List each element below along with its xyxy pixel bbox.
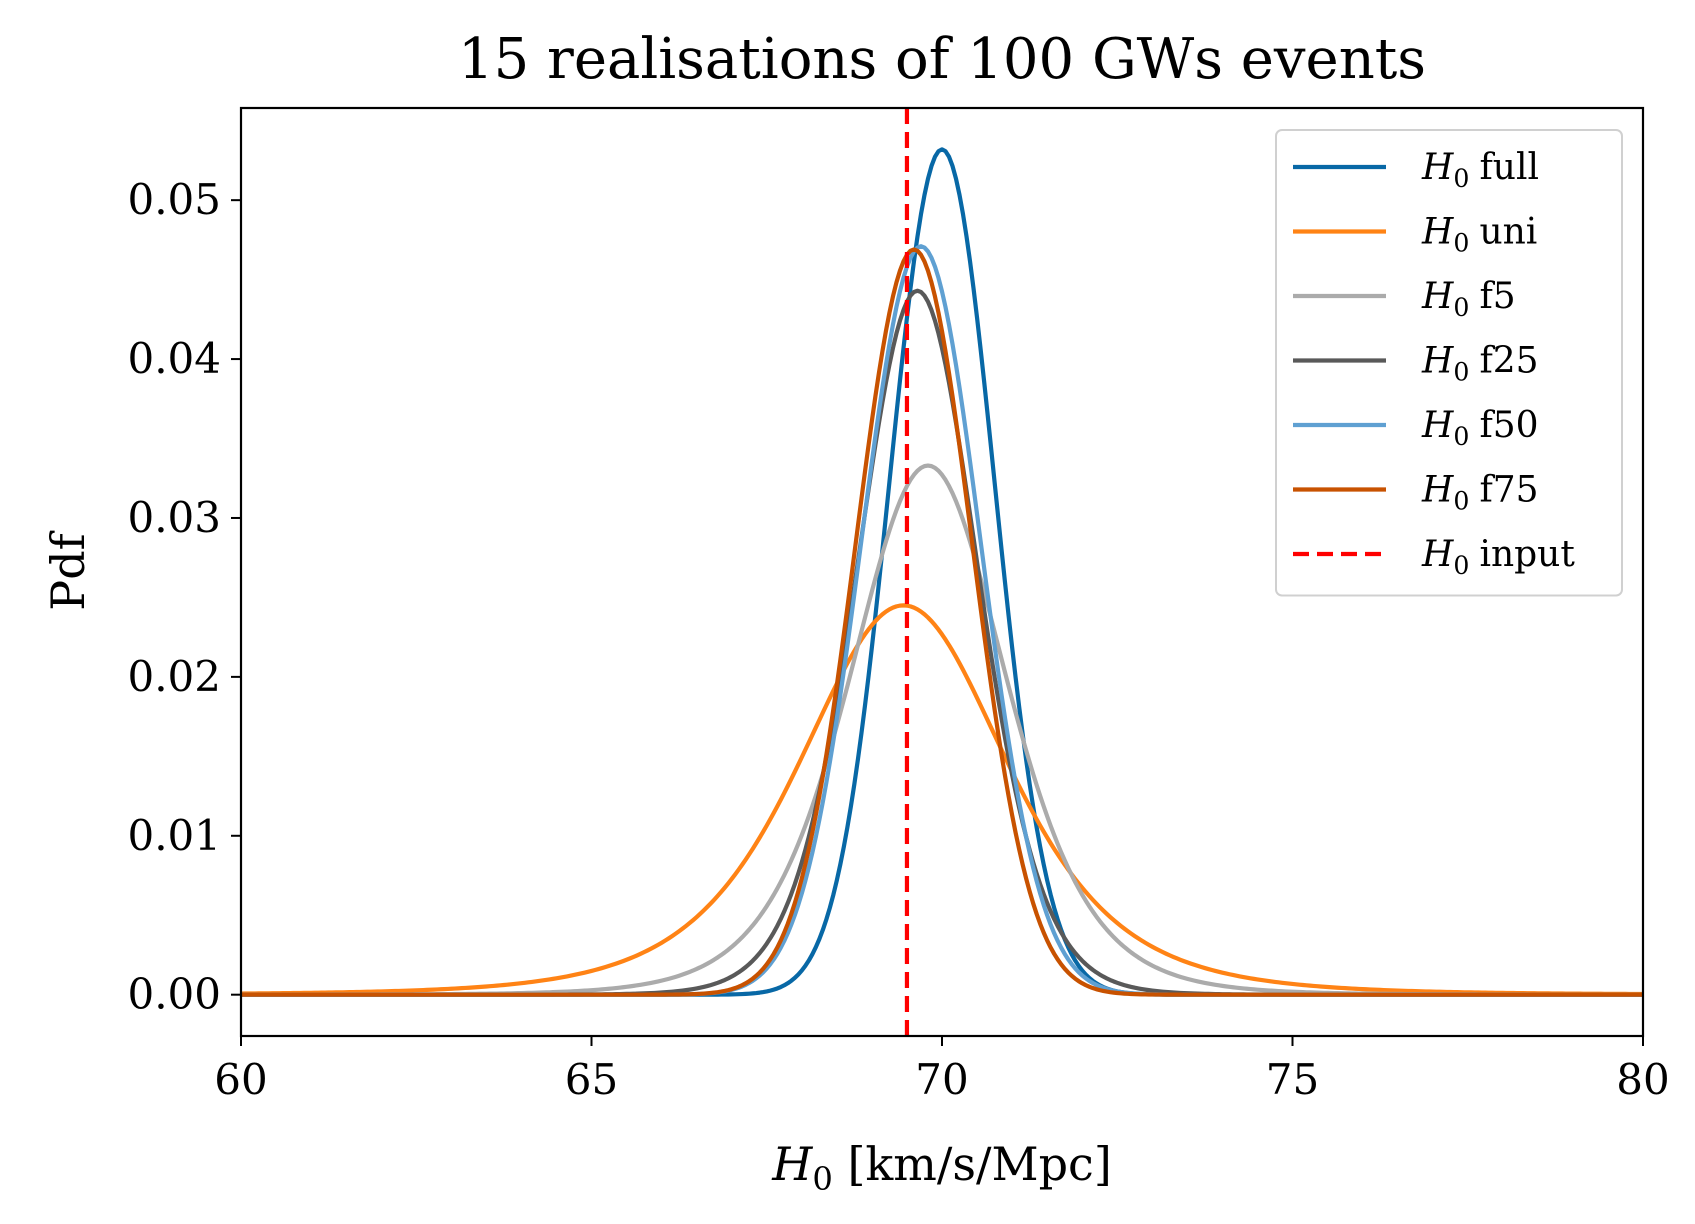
chart-title: 15 realisations of 100 GWs events — [458, 27, 1426, 92]
legend-label-name: uni — [1479, 212, 1537, 253]
ticks-layer: 60 65 70 75 80 0.00 0.01 0.02 0.03 0.04 0.05 — [127, 175, 1669, 1104]
y-tick-label: 0.02 — [127, 652, 221, 701]
legend-label-input: H0 input — [1421, 534, 1575, 580]
legend-box — [1275, 129, 1623, 597]
legend-label-symbol: H — [1421, 534, 1454, 575]
x-tick-label: 65 — [565, 1055, 618, 1104]
legend-label-symbol: H — [1421, 405, 1454, 446]
legend-label-symbol: H — [1421, 212, 1454, 253]
legend-label-full: H0 full — [1421, 147, 1539, 193]
x-tick-label: 60 — [214, 1055, 267, 1104]
y-tick-label: 0.00 — [127, 970, 221, 1019]
legend-label-symbol: H — [1421, 341, 1454, 382]
legend-label-f75: H0 f75 — [1421, 470, 1539, 516]
y-tick-label: 0.05 — [127, 175, 221, 224]
x-axis-label-symbol: H — [771, 1137, 813, 1191]
legend-label-subscript: 0 — [1453, 164, 1469, 193]
legend-label-name: f75 — [1479, 470, 1538, 511]
legend-label-subscript: 0 — [1453, 229, 1469, 258]
y-tick-label: 0.04 — [127, 334, 221, 383]
x-axis-label: H0 [km/s/Mpc] — [771, 1137, 1112, 1198]
series-line-uni — [241, 603, 1643, 997]
legend-label-symbol: H — [1421, 470, 1454, 511]
legend-label-name: f25 — [1479, 341, 1538, 382]
legend-label-uni: H0 uni — [1421, 212, 1537, 258]
x-axis-label-suffix: [km/s/Mpc] — [833, 1137, 1112, 1191]
legend-label-name: input — [1479, 534, 1575, 575]
legend-label-f25: H0 f25 — [1421, 341, 1539, 387]
legend-label-f50: H0 f50 — [1421, 405, 1539, 451]
x-tick-label: 80 — [1616, 1055, 1669, 1104]
legend-label-subscript: 0 — [1453, 487, 1469, 516]
legend-label-name: f50 — [1479, 405, 1538, 446]
x-tick-label: 70 — [915, 1055, 968, 1104]
legend-label-name: full — [1479, 147, 1539, 188]
legend-label-symbol: H — [1421, 276, 1454, 317]
x-axis-label-subscript: 0 — [812, 1160, 832, 1198]
legend-label-name: f5 — [1479, 276, 1515, 317]
series-layer — [241, 108, 1643, 1036]
legend-label-subscript: 0 — [1453, 358, 1469, 387]
legend-label-subscript: 0 — [1453, 422, 1469, 451]
legend-label-symbol: H — [1421, 147, 1454, 188]
x-tick-label: 75 — [1266, 1055, 1319, 1104]
legend-label-f5: H0 f5 — [1421, 276, 1516, 322]
legend-label-subscript: 0 — [1453, 293, 1469, 322]
y-axis-label: Pdf — [41, 530, 95, 610]
series-line-f75 — [241, 247, 1643, 997]
y-tick-label: 0.01 — [127, 811, 221, 860]
y-tick-label: 0.03 — [127, 493, 221, 542]
legend-label-subscript: 0 — [1453, 551, 1469, 580]
